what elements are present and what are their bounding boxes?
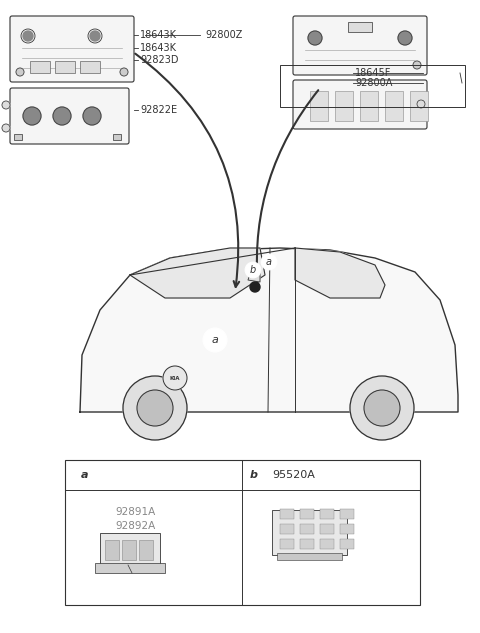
Circle shape — [413, 61, 421, 69]
Text: 92823D: 92823D — [140, 55, 179, 65]
Bar — [277, 553, 342, 560]
Text: KIA: KIA — [170, 375, 180, 380]
Circle shape — [120, 68, 128, 76]
Text: b: b — [250, 470, 258, 480]
Text: 92891A: 92891A — [115, 507, 155, 517]
Circle shape — [417, 100, 425, 108]
Text: a: a — [266, 257, 272, 267]
Text: 92822E: 92822E — [140, 105, 177, 115]
Bar — [113, 134, 121, 140]
Text: 18643K: 18643K — [140, 43, 177, 53]
Bar — [320, 524, 334, 534]
Text: a: a — [81, 470, 89, 480]
Bar — [55, 61, 75, 73]
Circle shape — [90, 31, 100, 41]
Text: 92892A: 92892A — [115, 521, 155, 531]
Bar — [320, 509, 334, 519]
Bar — [280, 509, 294, 519]
Bar — [360, 91, 378, 121]
FancyBboxPatch shape — [293, 16, 427, 75]
Circle shape — [2, 101, 10, 109]
Circle shape — [83, 107, 101, 125]
FancyBboxPatch shape — [293, 80, 427, 129]
Circle shape — [2, 124, 10, 132]
Bar — [335, 91, 353, 121]
Circle shape — [163, 366, 187, 390]
Bar — [65, 460, 420, 605]
Bar — [320, 539, 334, 549]
Bar — [340, 524, 354, 534]
Polygon shape — [80, 248, 458, 412]
Bar — [272, 510, 347, 555]
Circle shape — [308, 31, 322, 45]
Text: 92800A: 92800A — [355, 78, 392, 88]
Circle shape — [250, 282, 260, 292]
Bar — [340, 509, 354, 519]
Bar — [300, 524, 314, 534]
Circle shape — [350, 376, 414, 440]
Bar — [122, 540, 136, 560]
Bar — [100, 533, 160, 565]
Polygon shape — [248, 268, 260, 282]
Bar — [139, 540, 153, 560]
Bar — [385, 91, 403, 121]
Circle shape — [245, 466, 263, 484]
Circle shape — [23, 31, 33, 41]
Bar — [410, 91, 428, 121]
Text: 92800Z: 92800Z — [205, 30, 242, 40]
Circle shape — [137, 390, 173, 426]
Bar — [280, 524, 294, 534]
Circle shape — [261, 254, 277, 270]
Circle shape — [16, 68, 24, 76]
Circle shape — [364, 390, 400, 426]
Circle shape — [123, 376, 187, 440]
Bar — [30, 61, 50, 73]
Circle shape — [23, 107, 41, 125]
Bar — [280, 539, 294, 549]
Bar — [14, 134, 22, 140]
Bar — [300, 509, 314, 519]
Circle shape — [53, 107, 71, 125]
Bar — [95, 563, 165, 573]
Bar — [105, 540, 119, 560]
Text: 18643K: 18643K — [140, 30, 177, 40]
Text: 95520A: 95520A — [272, 470, 315, 480]
Bar — [300, 539, 314, 549]
Bar — [340, 539, 354, 549]
Polygon shape — [295, 248, 385, 298]
FancyBboxPatch shape — [10, 88, 129, 144]
Bar — [80, 61, 100, 73]
Text: a: a — [212, 335, 218, 345]
Bar — [310, 91, 328, 121]
Text: 18645F: 18645F — [355, 68, 391, 78]
Text: b: b — [250, 265, 256, 275]
FancyBboxPatch shape — [10, 16, 134, 82]
Bar — [280, 65, 465, 107]
Circle shape — [245, 262, 261, 278]
Circle shape — [76, 466, 94, 484]
Polygon shape — [130, 248, 265, 298]
Circle shape — [203, 328, 227, 352]
Bar — [348, 22, 372, 32]
Circle shape — [398, 31, 412, 45]
